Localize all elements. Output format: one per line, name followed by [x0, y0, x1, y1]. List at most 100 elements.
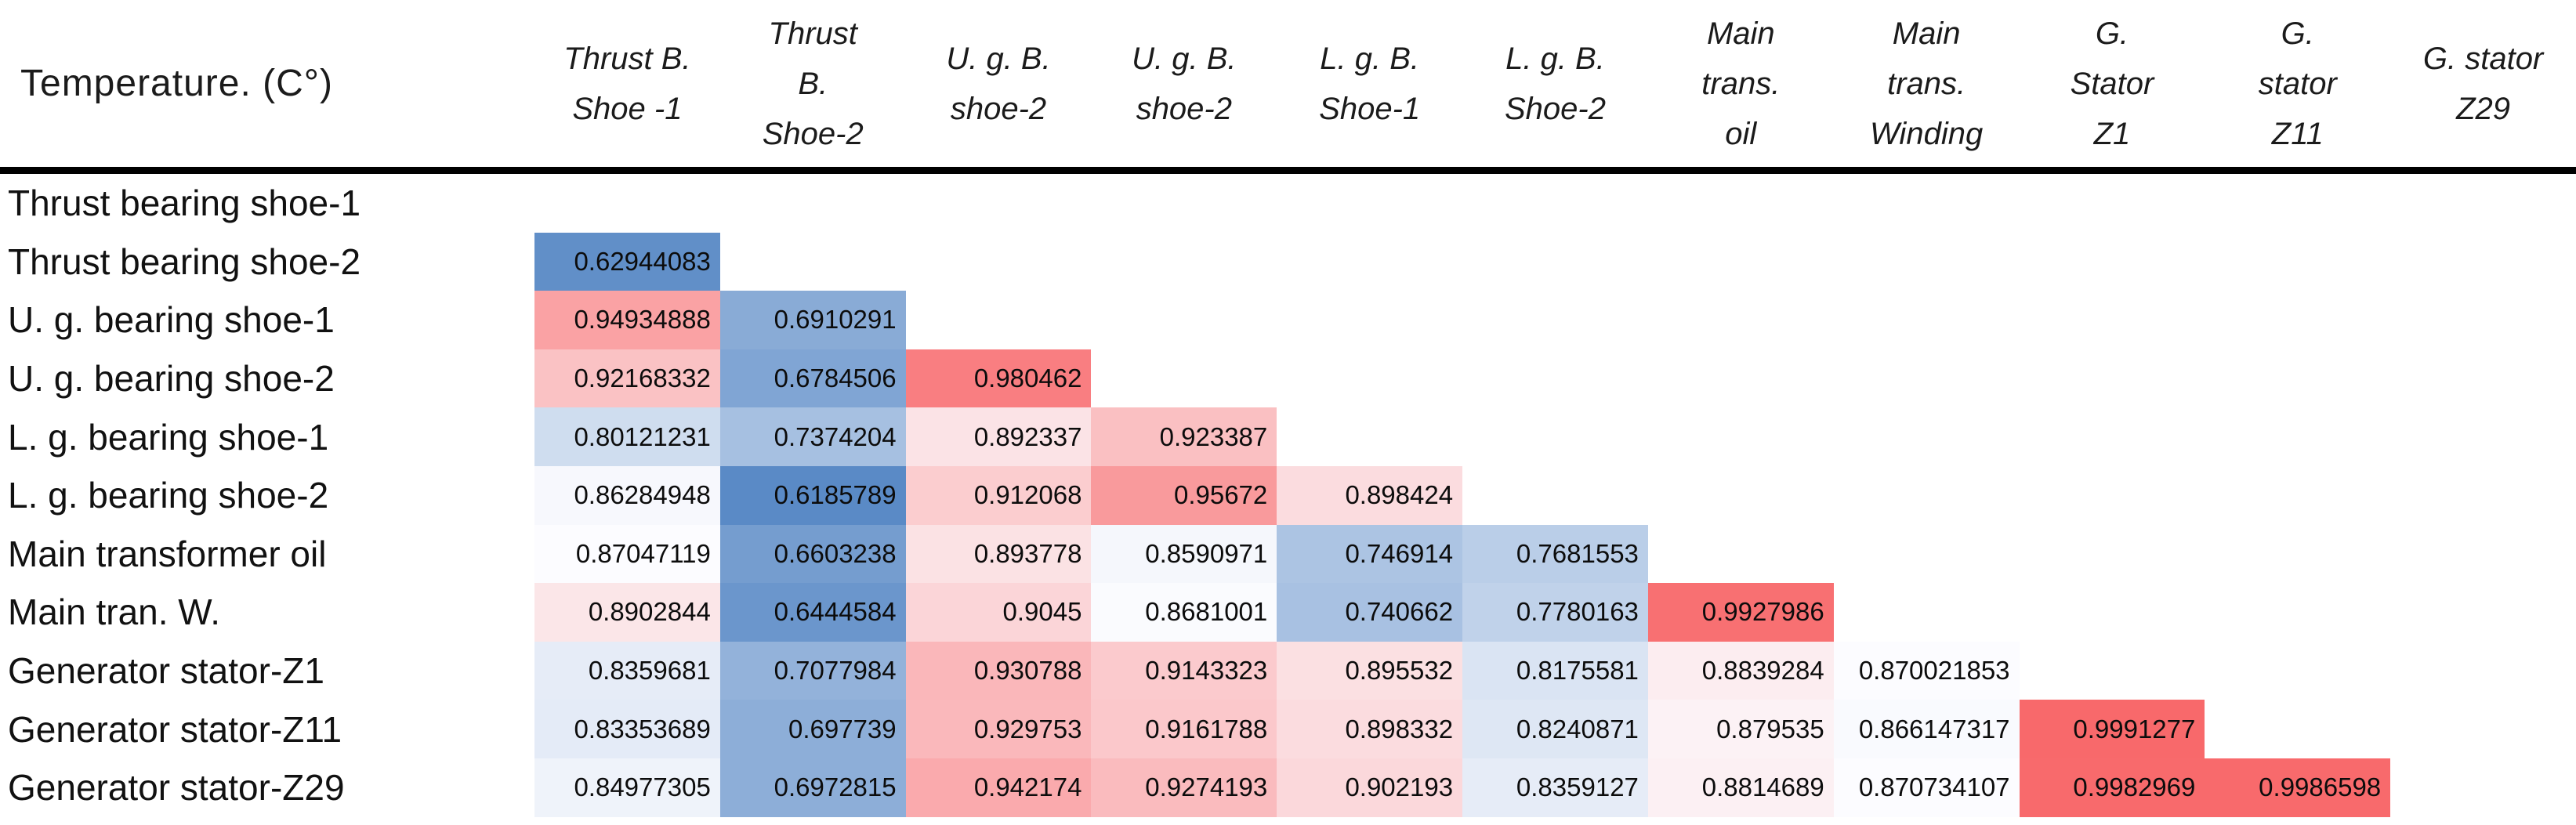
empty-cell	[2390, 700, 2576, 758]
matrix-cell: 0.7780163	[1462, 583, 1648, 642]
empty-cell	[720, 174, 906, 233]
matrix-cell: 0.740662	[1277, 583, 1463, 642]
empty-cell	[2390, 758, 2576, 817]
empty-cell	[1277, 407, 1462, 466]
matrix-cell: 0.84977305	[534, 758, 720, 817]
matrix-cell: 0.912068	[905, 465, 1092, 525]
matrix-cell: 0.6910291	[719, 291, 906, 349]
empty-cell	[2390, 349, 2576, 408]
matrix-body: Thrust bearing shoe-1 Thrust bearing shoe…	[0, 174, 2576, 817]
empty-cell	[1091, 349, 1277, 408]
matrix-cell: 0.930788	[905, 641, 1092, 700]
matrix-cell: 0.9986598	[2205, 758, 2391, 817]
matrix-cell: 0.8681001	[1091, 583, 1277, 642]
matrix-cell: 0.9161788	[1091, 700, 1277, 758]
matrix-cell: 0.9143323	[1091, 641, 1277, 700]
matrix-cell: 0.942174	[905, 758, 1092, 817]
matrix-cell: 0.898424	[1277, 465, 1463, 525]
column-header: Thrust B. Shoe-2	[762, 16, 864, 151]
table-row: Generator stator-Z1 0.8359681 0.7077984 0.9…	[0, 641, 2576, 700]
matrix-cell: 0.8175581	[1462, 641, 1648, 700]
empty-cell	[1648, 233, 1834, 291]
matrix-cell: 0.879535	[1647, 700, 1834, 758]
row-label: U. g. bearing shoe-2	[8, 358, 335, 400]
empty-cell	[2020, 174, 2205, 233]
matrix-cell: 0.980462	[905, 349, 1092, 408]
empty-cell	[2020, 349, 2205, 408]
empty-cell	[720, 233, 906, 291]
empty-cell	[2205, 466, 2390, 525]
empty-cell	[2390, 233, 2576, 291]
empty-cell	[2390, 174, 2576, 233]
empty-cell	[1091, 291, 1277, 349]
row-label: Thrust bearing shoe-1	[8, 183, 361, 224]
empty-cell	[1834, 466, 2020, 525]
matrix-cell: 0.870021853	[1833, 641, 2020, 700]
matrix-cell: 0.746914	[1277, 524, 1463, 584]
matrix-cell: 0.6444584	[719, 583, 906, 642]
matrix-cell: 0.892337	[905, 407, 1092, 466]
empty-cell	[2205, 407, 2390, 466]
row-label: L. g. bearing shoe-2	[8, 475, 329, 516]
empty-cell	[2205, 642, 2390, 700]
table-row: Thrust bearing shoe-1	[0, 174, 2576, 233]
matrix-cell: 0.8902844	[534, 583, 720, 642]
empty-cell	[1277, 233, 1462, 291]
empty-cell	[1462, 466, 1648, 525]
matrix-cell: 0.898332	[1277, 700, 1463, 758]
matrix-cell: 0.870734107	[1833, 758, 2020, 817]
empty-cell	[1277, 349, 1462, 408]
matrix-cell: 0.902193	[1277, 758, 1463, 817]
table-row: Main transformer oil 0.87047119 0.6603238 0…	[0, 524, 2576, 584]
empty-cell	[2020, 642, 2205, 700]
empty-cell	[1648, 349, 1834, 408]
empty-cell	[2020, 583, 2205, 642]
matrix-cell: 0.9982969	[2019, 758, 2205, 817]
column-header: G. Stator Z1	[2070, 16, 2154, 151]
matrix-cell: 0.8839284	[1647, 641, 1834, 700]
matrix-cell: 0.6784506	[719, 349, 906, 408]
empty-cell	[1277, 291, 1462, 349]
table-row: U. g. bearing shoe-1 0.94934888 0.6910291	[0, 291, 2576, 349]
row-label: Generator stator-Z1	[8, 650, 324, 692]
header-row: Temperature. (C°) Thrust B. Shoe -1 Thrus…	[0, 0, 2576, 167]
row-label: Thrust bearing shoe-2	[8, 241, 361, 282]
table-row: Thrust bearing shoe-2 0.62944083	[0, 232, 2576, 291]
matrix-cell: 0.9045	[905, 583, 1092, 642]
empty-cell	[2205, 291, 2390, 349]
matrix-cell: 0.9274193	[1091, 758, 1277, 817]
matrix-cell: 0.95672	[1091, 465, 1277, 525]
matrix-cell: 0.866147317	[1833, 700, 2020, 758]
empty-cell	[1648, 291, 1834, 349]
empty-cell	[2020, 407, 2205, 466]
matrix-cell: 0.697739	[719, 700, 906, 758]
column-header: U. g. B. shoe-2	[946, 41, 1051, 126]
empty-cell	[2205, 233, 2390, 291]
empty-cell	[1462, 174, 1648, 233]
column-header: Main trans. oil	[1701, 16, 1781, 151]
matrix-cell: 0.893778	[905, 524, 1092, 584]
empty-cell	[906, 174, 1092, 233]
empty-cell	[1091, 174, 1277, 233]
empty-cell	[1462, 233, 1648, 291]
matrix-cell: 0.9927986	[1647, 583, 1834, 642]
matrix-cell: 0.929753	[905, 700, 1092, 758]
row-label: L. g. bearing shoe-1	[8, 416, 329, 458]
empty-cell	[2390, 407, 2576, 466]
empty-cell	[2020, 233, 2205, 291]
row-label: Generator stator-Z11	[8, 708, 342, 750]
empty-cell	[2205, 174, 2390, 233]
empty-cell	[2020, 291, 2205, 349]
column-header: U. g. B. shoe-2	[1132, 41, 1237, 126]
column-header: Thrust B. Shoe -1	[563, 41, 691, 126]
empty-cell	[2390, 583, 2576, 642]
table-row: L. g. bearing shoe-2 0.86284948 0.6185789 0…	[0, 465, 2576, 525]
empty-cell	[1462, 349, 1648, 408]
matrix-cell: 0.86284948	[534, 465, 720, 525]
matrix-cell: 0.7681553	[1462, 524, 1648, 584]
matrix-cell: 0.87047119	[534, 524, 720, 584]
column-header: Main trans. Winding	[1870, 16, 1984, 151]
matrix-cell: 0.62944083	[534, 232, 720, 291]
empty-cell	[2390, 642, 2576, 700]
